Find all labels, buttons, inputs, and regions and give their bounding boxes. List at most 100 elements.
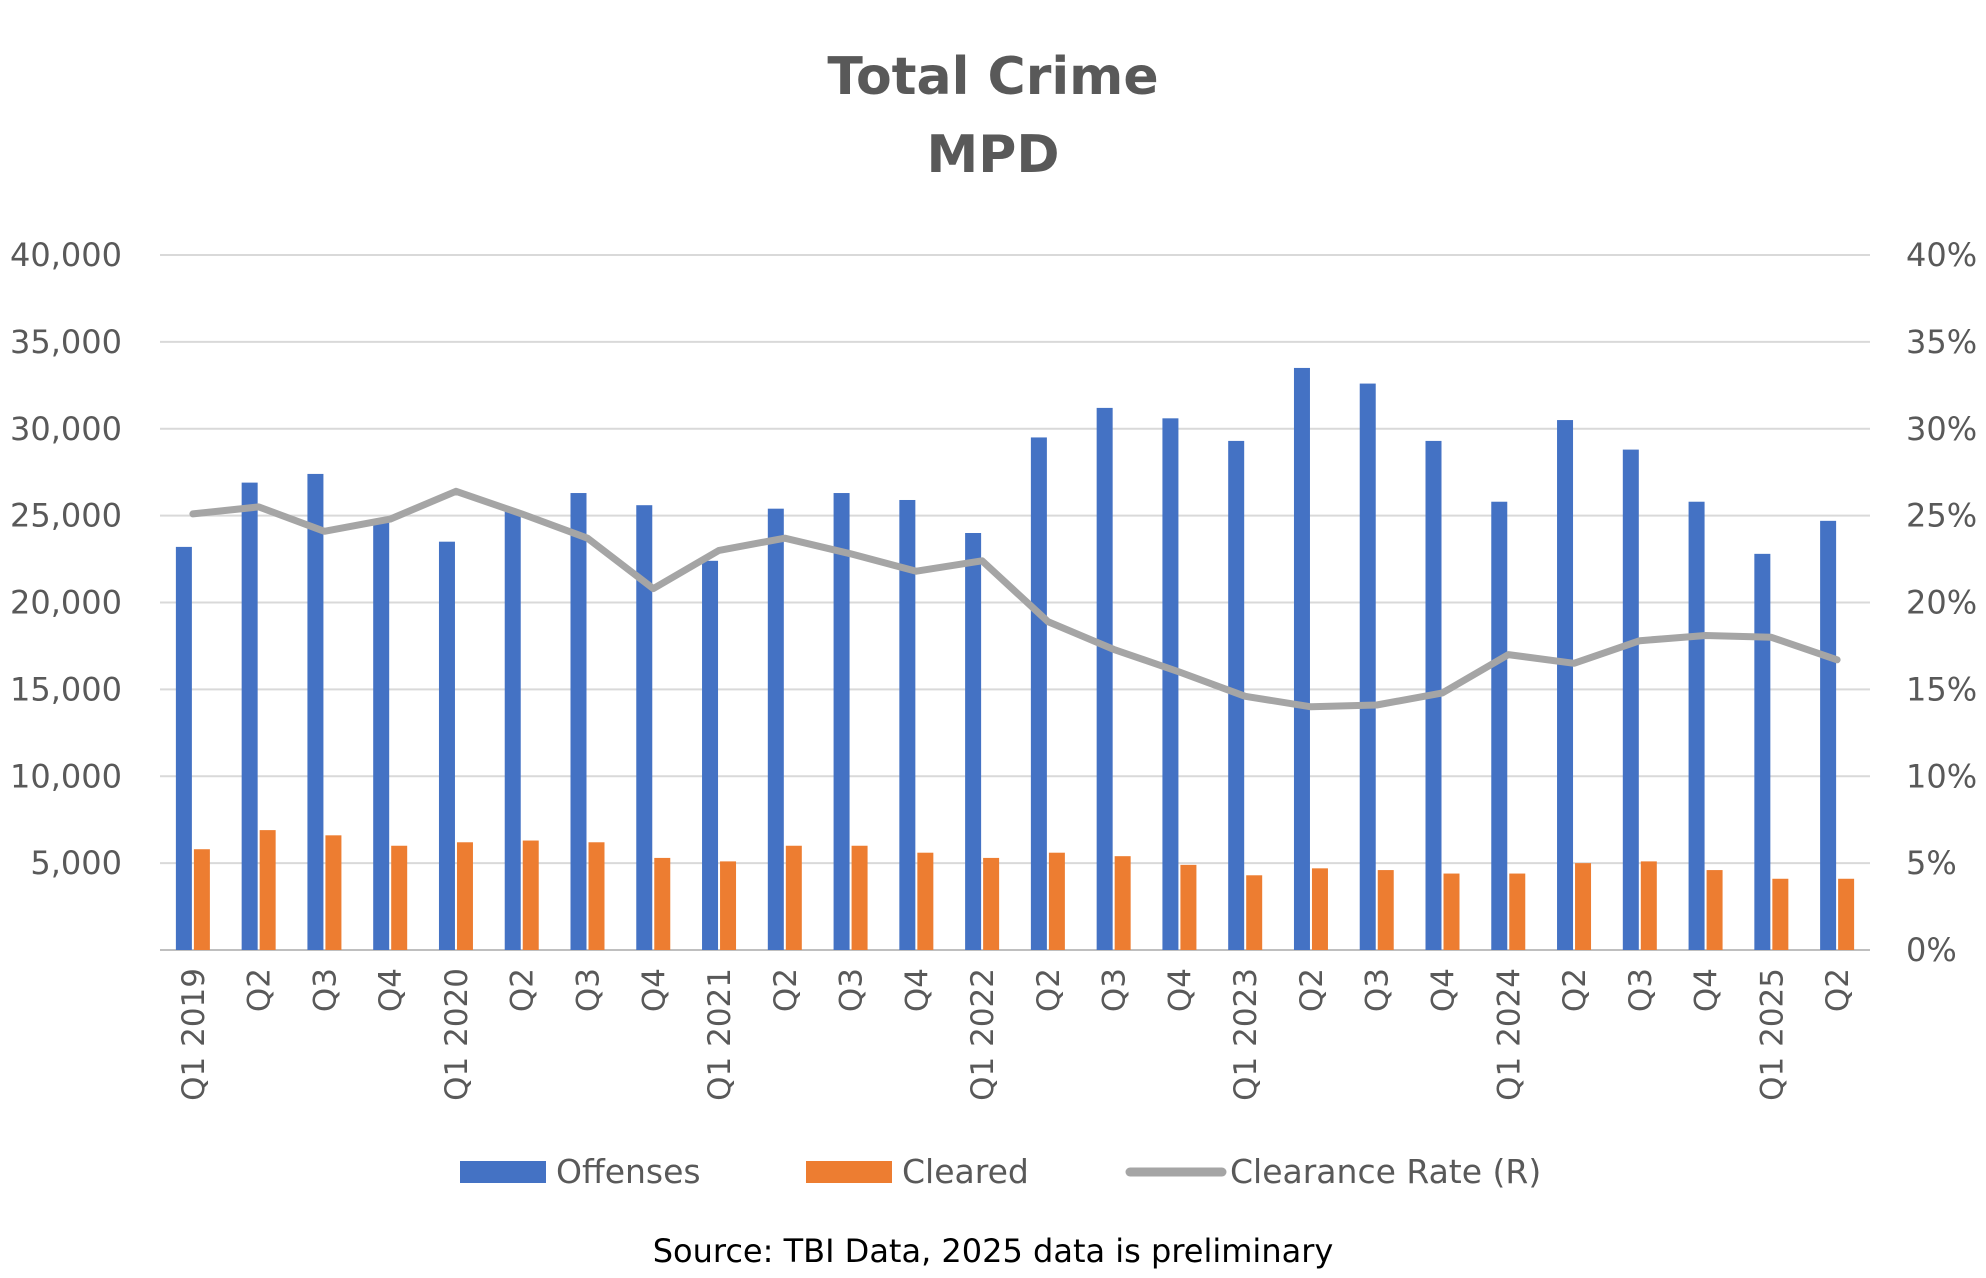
legend-swatch-cleared — [806, 1161, 892, 1183]
bar-cleared-20 — [1509, 873, 1526, 950]
x-tick-label: Q2 — [505, 968, 541, 1012]
bar-cleared-25 — [1838, 878, 1855, 950]
bar-offenses-1 — [241, 482, 258, 950]
bar-offenses-23 — [1688, 501, 1705, 950]
x-tick-label: Q2 — [1557, 968, 1593, 1012]
bar-offenses-7 — [636, 505, 653, 950]
y-left-tick-label: 35,000 — [10, 323, 122, 361]
bar-cleared-3 — [391, 845, 408, 950]
bar-offenses-24 — [1754, 553, 1771, 950]
bar-cleared-15 — [1180, 864, 1197, 950]
gridlines — [160, 254, 1870, 951]
y-right-tick-label: 20% — [1906, 584, 1977, 622]
x-tick-label: Q1 2021 — [702, 968, 738, 1101]
chart-subtitle: MPD — [926, 125, 1059, 185]
bar-cleared-12 — [983, 857, 1000, 950]
bar-cleared-11 — [917, 852, 934, 950]
x-tick-label: Q4 — [636, 968, 672, 1012]
y-right-tick-label: 15% — [1906, 670, 1977, 708]
x-tick-label: Q2 — [242, 968, 278, 1012]
bar-cleared-0 — [193, 849, 210, 950]
line-clearance-rate — [189, 487, 1841, 711]
bar-cleared-1 — [259, 830, 276, 950]
x-tick-label: Q3 — [307, 968, 343, 1012]
x-tick-label: Q1 2020 — [439, 968, 475, 1101]
y-left-tick-label: 20,000 — [10, 584, 122, 622]
bar-cleared-19 — [1443, 873, 1460, 950]
y-right-tick-label: 5% — [1906, 844, 1957, 882]
bar-cleared-8 — [720, 861, 737, 950]
bar-cleared-9 — [785, 845, 802, 950]
x-tick-label: Q3 — [571, 968, 607, 1012]
bar-cleared-22 — [1640, 861, 1657, 950]
y-axis-right: 0% 5% 10% 15% 20% 25% 30% 35% 40% — [1906, 236, 1977, 969]
y-left-tick-label: 30,000 — [10, 410, 122, 448]
bar-cleared-4 — [456, 842, 473, 950]
y-right-tick-label: 30% — [1906, 410, 1977, 448]
x-tick-label: Q1 2023 — [1228, 968, 1264, 1101]
bar-offenses-8 — [702, 560, 719, 950]
bar-cleared-24 — [1772, 878, 1789, 950]
bar-offenses-6 — [570, 493, 587, 950]
chart-title: Total Crime — [827, 47, 1158, 107]
bar-offenses-25 — [1820, 520, 1837, 950]
bar-offenses-11 — [899, 499, 916, 950]
legend-label-offenses: Offenses — [556, 1152, 701, 1191]
bar-cleared-10 — [851, 845, 868, 950]
y-right-tick-label: 0% — [1906, 931, 1957, 969]
x-axis: Q1 2019 Q2 Q3 Q4 Q1 2020 Q2 Q3 Q4 Q1 2021 Q2 Q3 Q4 Q… — [176, 968, 1856, 1101]
x-tick-label: Q4 — [899, 968, 935, 1012]
bar-offenses-22 — [1622, 449, 1639, 950]
x-tick-label: Q4 — [1426, 968, 1462, 1012]
bar-offenses-4 — [438, 541, 455, 950]
y-axis-left: 5,000 10,000 15,000 20,000 25,000 30,000 35,00… — [10, 236, 122, 882]
bar-cleared-5 — [522, 840, 539, 950]
bar-offenses-12 — [965, 533, 982, 950]
x-tick-label: Q3 — [1097, 968, 1133, 1012]
legend: Offenses Cleared Clearance Rate (R) — [460, 1152, 1541, 1191]
bar-cleared-14 — [1114, 856, 1131, 950]
bar-cleared-17 — [1311, 868, 1328, 950]
x-tick-label: Q4 — [1689, 968, 1725, 1012]
y-left-tick-label: 25,000 — [10, 497, 122, 535]
bar-series — [175, 367, 1855, 950]
legend-label-cleared: Cleared — [902, 1152, 1029, 1191]
bar-cleared-21 — [1575, 863, 1592, 950]
x-tick-label: Q3 — [1360, 968, 1396, 1012]
y-right-tick-label: 40% — [1906, 236, 1977, 274]
bar-offenses-13 — [1030, 437, 1047, 950]
y-right-tick-label: 25% — [1906, 497, 1977, 535]
x-tick-label: Q1 2024 — [1491, 968, 1527, 1101]
y-left-tick-label: 10,000 — [10, 757, 122, 795]
x-tick-label: Q1 2022 — [965, 968, 1001, 1101]
bar-offenses-5 — [504, 510, 521, 950]
bar-cleared-6 — [588, 842, 605, 950]
x-tick-label: Q1 2019 — [176, 968, 212, 1101]
bar-cleared-2 — [325, 835, 342, 950]
y-left-tick-label: 40,000 — [10, 236, 122, 274]
x-tick-label: Q2 — [1820, 968, 1856, 1012]
bar-offenses-21 — [1557, 420, 1574, 950]
bar-offenses-2 — [307, 473, 324, 950]
bar-cleared-23 — [1706, 870, 1723, 950]
y-right-tick-label: 35% — [1906, 323, 1977, 361]
legend-label-clearance-rate: Clearance Rate (R) — [1230, 1152, 1541, 1191]
bar-offenses-0 — [175, 546, 192, 950]
x-tick-label: Q2 — [1031, 968, 1067, 1012]
y-left-tick-label: 15,000 — [10, 670, 122, 708]
x-tick-label: Q3 — [834, 968, 870, 1012]
x-tick-label: Q2 — [1294, 968, 1330, 1012]
x-tick-label: Q4 — [373, 968, 409, 1012]
bar-cleared-16 — [1246, 875, 1263, 950]
bar-cleared-13 — [1048, 852, 1065, 950]
bar-offenses-17 — [1293, 367, 1310, 950]
x-tick-label: Q2 — [768, 968, 804, 1012]
bar-offenses-14 — [1096, 407, 1113, 950]
bar-offenses-10 — [833, 493, 850, 950]
x-tick-label: Q3 — [1623, 968, 1659, 1012]
x-tick-label: Q4 — [1162, 968, 1198, 1012]
y-right-tick-label: 10% — [1906, 757, 1977, 795]
source-note: Source: TBI Data, 2025 data is prelimina… — [653, 1232, 1334, 1270]
bar-cleared-7 — [654, 857, 671, 950]
legend-swatch-offenses — [460, 1161, 546, 1183]
